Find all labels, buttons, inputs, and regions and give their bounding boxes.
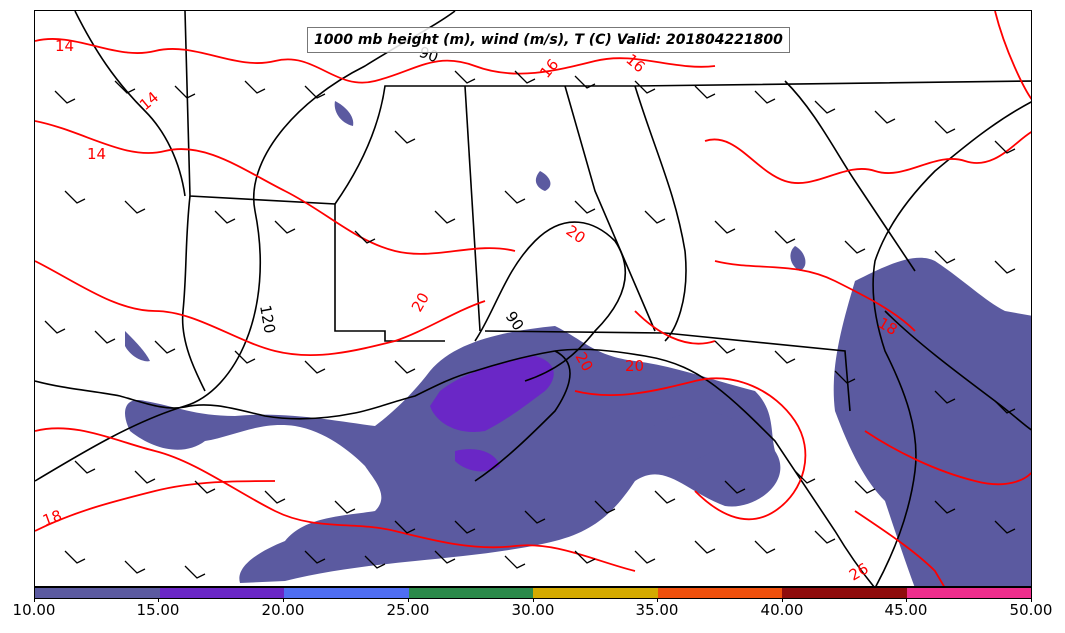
colorbar-tick bbox=[657, 598, 658, 602]
colorbar-tick-label: 40.00 bbox=[760, 601, 804, 619]
map-canvas: 14 14 14 16 16 20 20 20 18 18 26 20 90 9… bbox=[35, 11, 1031, 586]
colorbar-segment bbox=[35, 588, 160, 598]
colorbar-tick-label: 10.00 bbox=[12, 601, 56, 619]
temp-label: 26 bbox=[846, 559, 872, 584]
temp-label: 16 bbox=[536, 55, 562, 81]
colorbar-segment bbox=[906, 588, 1031, 598]
colorbar-tick-label: 50.00 bbox=[1009, 601, 1053, 619]
wind-barbs bbox=[44, 70, 1016, 579]
colorbar-segment bbox=[408, 588, 533, 598]
temp-label: 16 bbox=[622, 50, 648, 76]
height-label: 120 bbox=[256, 304, 279, 335]
colorbar-tick bbox=[283, 598, 284, 602]
wind-speed-shading bbox=[125, 101, 1031, 586]
colorbar-tick-label: 20.00 bbox=[261, 601, 305, 619]
temp-label: 14 bbox=[87, 145, 106, 163]
colorbar-tick bbox=[1031, 598, 1032, 602]
colorbar-tick-label: 30.00 bbox=[511, 601, 555, 619]
height-contours bbox=[35, 11, 1031, 482]
temp-label: 20 bbox=[408, 289, 433, 315]
colorbar-segment bbox=[782, 588, 907, 598]
colorbar-tick bbox=[408, 598, 409, 602]
temperature-contours bbox=[35, 11, 1031, 586]
temp-label: 20 bbox=[625, 357, 644, 375]
colorbar-tick-label: 45.00 bbox=[884, 601, 928, 619]
colorbar-tick-label: 15.00 bbox=[136, 601, 180, 619]
map-panel: 14 14 14 16 16 20 20 20 18 18 26 20 90 9… bbox=[34, 10, 1032, 587]
wind-speed-shading-high bbox=[430, 356, 554, 472]
colorbar-tick bbox=[906, 598, 907, 602]
temp-label: 18 bbox=[40, 506, 64, 529]
colorbar-tick bbox=[34, 598, 35, 602]
colorbar-tick bbox=[782, 598, 783, 602]
map-title: 1000 mb height (m), wind (m/s), T (C) Va… bbox=[307, 27, 790, 53]
colorbar-tick-label: 35.00 bbox=[635, 601, 679, 619]
colorbar-segment bbox=[533, 588, 658, 598]
colorbar-tick bbox=[158, 598, 159, 602]
colorbar-tick bbox=[533, 598, 534, 602]
temp-label: 20 bbox=[563, 222, 589, 248]
colorbar-segment bbox=[284, 588, 409, 598]
temp-label: 14 bbox=[136, 88, 162, 114]
temp-label: 14 bbox=[55, 37, 74, 55]
colorbar-segment bbox=[159, 588, 284, 598]
colorbar-segment bbox=[657, 588, 782, 598]
colorbar-tick-label: 25.00 bbox=[386, 601, 430, 619]
